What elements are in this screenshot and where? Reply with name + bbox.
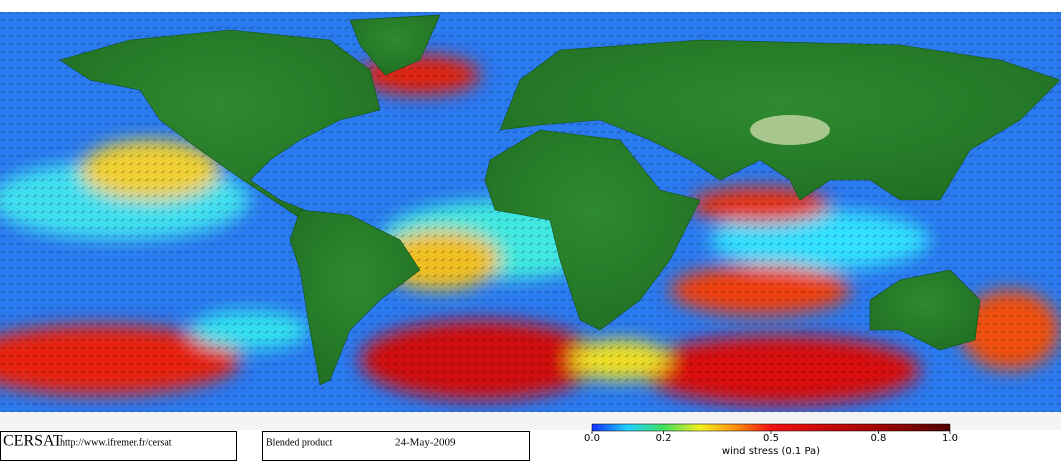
logo: CERSAT	[3, 433, 63, 450]
australia	[869, 269, 981, 351]
colorbar-tick-label: 1.0	[942, 433, 958, 444]
colorbar-tick-label: 0.8	[870, 433, 886, 444]
arctic-ice	[0, 0, 1061, 12]
africa	[484, 129, 701, 331]
colorbar	[591, 423, 951, 432]
plateau	[750, 115, 830, 145]
colorbar-tick-label: 0.2	[656, 433, 672, 444]
north-america	[59, 29, 381, 219]
date: 24-May-2009	[395, 437, 456, 449]
greenland	[349, 14, 441, 76]
footer: CERSAT http://www.ifremer.fr/cersat Blen…	[0, 423, 951, 461]
south-america	[289, 209, 421, 386]
url: http://www.ifremer.fr/cersat	[60, 437, 172, 448]
logo-box	[0, 431, 237, 461]
colorbar-label: wind stress (0.1 Pa)	[722, 446, 820, 457]
colorbar-tick-label: 0.0	[584, 433, 600, 444]
map	[0, 0, 1061, 430]
product-box	[262, 431, 530, 461]
colorbar-tick-label: 0.5	[763, 433, 779, 444]
product: Blended product	[266, 437, 333, 448]
